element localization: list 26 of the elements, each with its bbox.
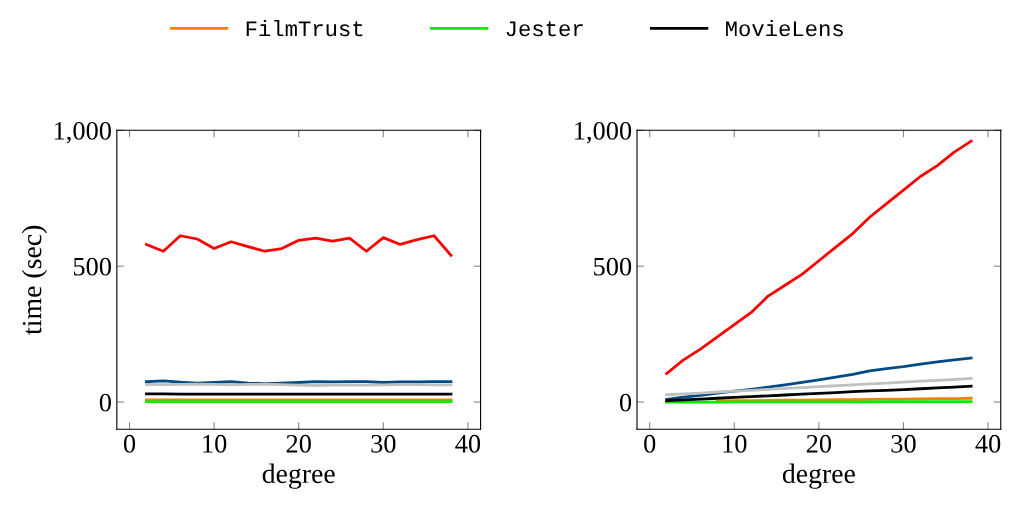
x-axis-title: degree <box>782 463 855 489</box>
line-series <box>145 234 453 257</box>
y-tick-label: 0 <box>99 393 111 412</box>
line-series <box>665 377 973 397</box>
x-tick-label: 0 <box>123 434 136 453</box>
x-axis-title: degree <box>262 463 335 489</box>
y-tick-label: 1,000 <box>54 121 111 144</box>
y-axis-title: time (sec) <box>21 225 48 335</box>
x-tick-label: 40 <box>455 434 481 453</box>
y-tick-label: 1,000 <box>575 121 632 144</box>
x-tick-label: 0 <box>644 434 656 453</box>
x-tick-label: 20 <box>286 434 311 453</box>
x-tick-label: 30 <box>891 434 916 453</box>
line-series <box>665 139 973 375</box>
x-tick-label: 10 <box>723 434 747 453</box>
line-series <box>665 384 973 403</box>
y-tick-label: 500 <box>73 257 111 276</box>
x-tick-label: 40 <box>975 434 1001 453</box>
legend-label: MovieLens <box>726 20 843 37</box>
y-tick-label: 0 <box>619 393 632 412</box>
y-tick-label: 500 <box>594 257 632 276</box>
x-tick-label: 20 <box>806 434 832 453</box>
x-tick-label: 30 <box>371 434 396 453</box>
x-tick-label: 10 <box>203 434 227 453</box>
legend-label: FilmTrust <box>246 20 363 37</box>
legend-label: Jester <box>506 21 583 37</box>
